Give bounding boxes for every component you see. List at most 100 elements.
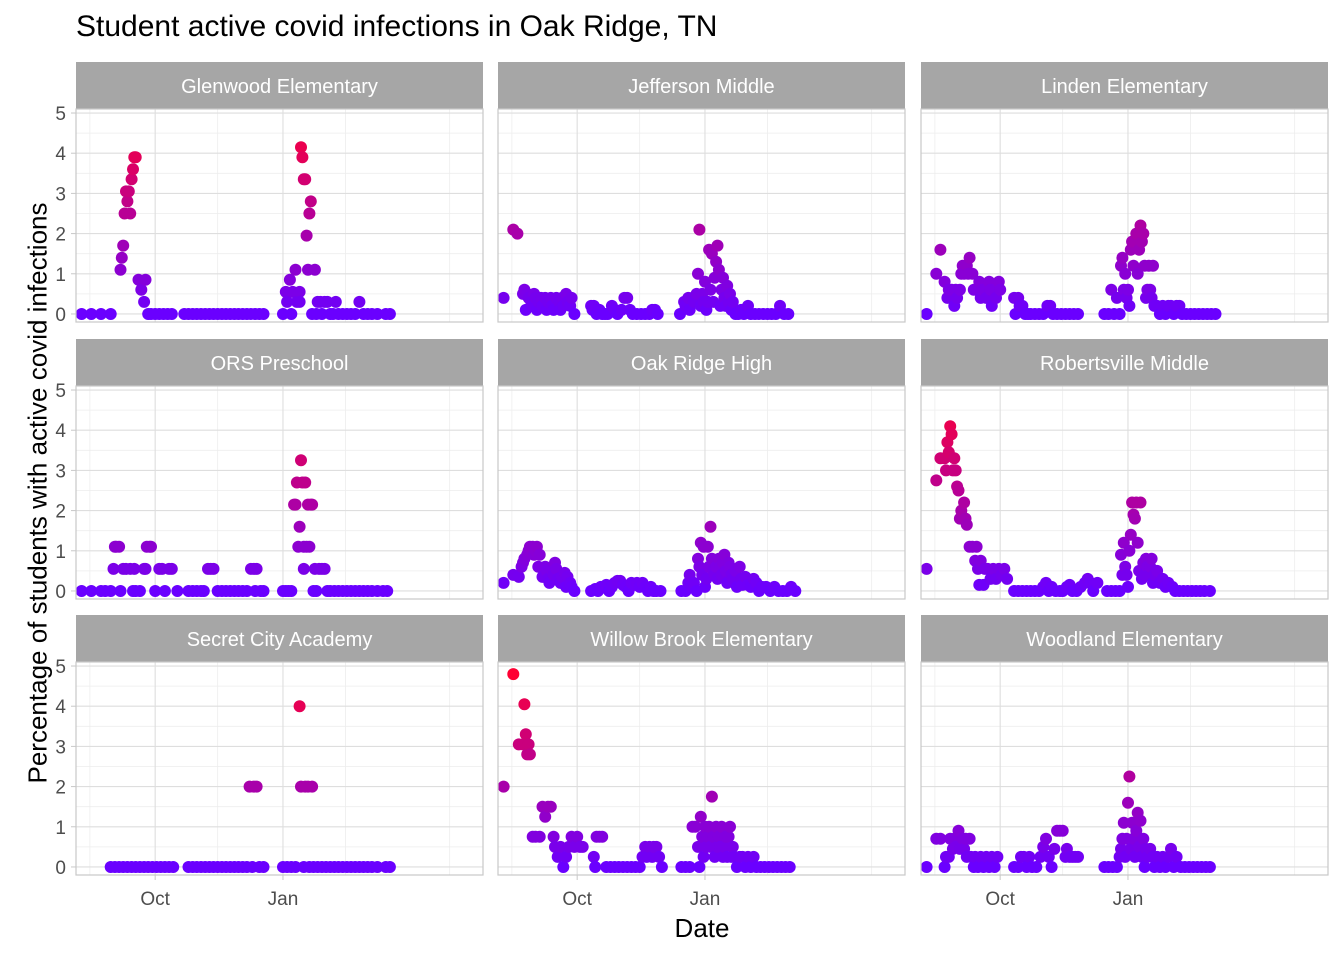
data-point — [281, 295, 294, 308]
x-tick-label: Jan — [268, 889, 299, 910]
data-point — [104, 308, 117, 320]
y-tick-label: 4 — [55, 421, 66, 442]
facet-strip — [498, 62, 905, 109]
y-axis-title: Percentage of students with active covid… — [22, 202, 53, 784]
data-point — [1131, 536, 1144, 549]
y-tick-label: 2 — [55, 502, 66, 523]
data-point — [1128, 512, 1141, 525]
data-point — [1123, 770, 1136, 783]
data-point — [321, 295, 334, 308]
data-point — [655, 861, 668, 873]
data-point — [511, 227, 524, 240]
data-point — [963, 832, 976, 845]
data-point — [1124, 528, 1137, 541]
data-point — [1030, 861, 1043, 873]
data-point — [587, 850, 600, 863]
data-point — [293, 520, 306, 533]
data-point — [1072, 308, 1084, 320]
data-point — [128, 562, 141, 575]
data-point — [207, 562, 220, 575]
data-point — [277, 308, 289, 320]
data-point — [1170, 850, 1183, 863]
data-point — [383, 308, 396, 320]
data-point — [547, 830, 560, 843]
data-point — [289, 263, 302, 276]
data-point — [104, 585, 117, 597]
data-point — [1110, 861, 1123, 873]
data-point — [519, 728, 532, 741]
data-point — [165, 308, 178, 320]
data-point — [715, 820, 728, 833]
data-point — [726, 840, 739, 853]
data-point — [533, 548, 546, 561]
data-point — [1040, 832, 1052, 845]
facet-strip — [76, 615, 483, 662]
y-tick-label: 0 — [55, 858, 66, 879]
facet-title: Woodland Elementary — [1026, 629, 1222, 651]
facet-title: Linden Elementary — [1041, 76, 1208, 98]
data-point — [497, 576, 510, 589]
data-point — [697, 850, 710, 863]
data-point — [692, 840, 704, 853]
data-point — [318, 562, 331, 575]
data-point — [315, 308, 328, 320]
data-point — [930, 267, 943, 280]
data-point — [596, 830, 609, 843]
data-point — [306, 498, 319, 511]
data-point — [117, 239, 130, 252]
data-point — [560, 850, 573, 863]
data-point — [621, 291, 634, 304]
data-point — [1138, 861, 1151, 873]
data-point — [349, 308, 362, 320]
panel-border — [920, 661, 1329, 876]
data-point — [293, 285, 306, 298]
data-point — [998, 562, 1011, 575]
data-point — [568, 585, 581, 597]
data-point — [1001, 572, 1014, 585]
data-point — [1131, 267, 1144, 280]
data-point — [145, 540, 157, 553]
data-point — [299, 173, 312, 186]
y-tick-label: 1 — [55, 265, 66, 286]
data-point — [1123, 299, 1136, 312]
data-point — [565, 291, 578, 304]
data-point — [125, 173, 138, 186]
y-tick-label: 2 — [55, 225, 66, 246]
y-tick-label: 5 — [55, 381, 66, 402]
y-tick-label: 0 — [55, 582, 66, 603]
chart-title: Student active covid infections in Oak R… — [76, 10, 718, 43]
data-point — [1209, 308, 1222, 320]
data-point — [115, 251, 128, 264]
data-point — [650, 840, 663, 853]
data-point — [693, 861, 706, 873]
data-point — [1122, 283, 1134, 296]
data-point — [353, 295, 366, 308]
y-tick-label: 5 — [55, 104, 66, 125]
data-point — [934, 832, 947, 845]
data-point — [1023, 850, 1036, 863]
data-point — [75, 308, 88, 320]
facet-title: Secret City Academy — [187, 629, 373, 651]
facet-strip — [921, 615, 1328, 662]
data-point — [576, 840, 589, 853]
data-point — [295, 454, 307, 467]
data-point — [783, 861, 796, 873]
y-tick-label: 0 — [55, 305, 66, 326]
data-point — [383, 861, 396, 873]
data-point — [930, 474, 943, 487]
y-tick-label: 1 — [55, 818, 66, 839]
data-point — [953, 283, 966, 296]
data-point — [122, 185, 135, 198]
data-point — [257, 861, 270, 873]
data-point — [1116, 251, 1129, 264]
data-point — [114, 263, 127, 276]
data-point — [1122, 580, 1134, 593]
data-point — [701, 540, 714, 553]
x-tick-label: Jan — [1113, 889, 1144, 910]
data-point — [171, 585, 184, 597]
data-point — [289, 861, 302, 873]
data-point — [708, 850, 721, 863]
data-point — [789, 585, 802, 597]
data-point — [554, 840, 567, 853]
data-point — [304, 195, 317, 208]
